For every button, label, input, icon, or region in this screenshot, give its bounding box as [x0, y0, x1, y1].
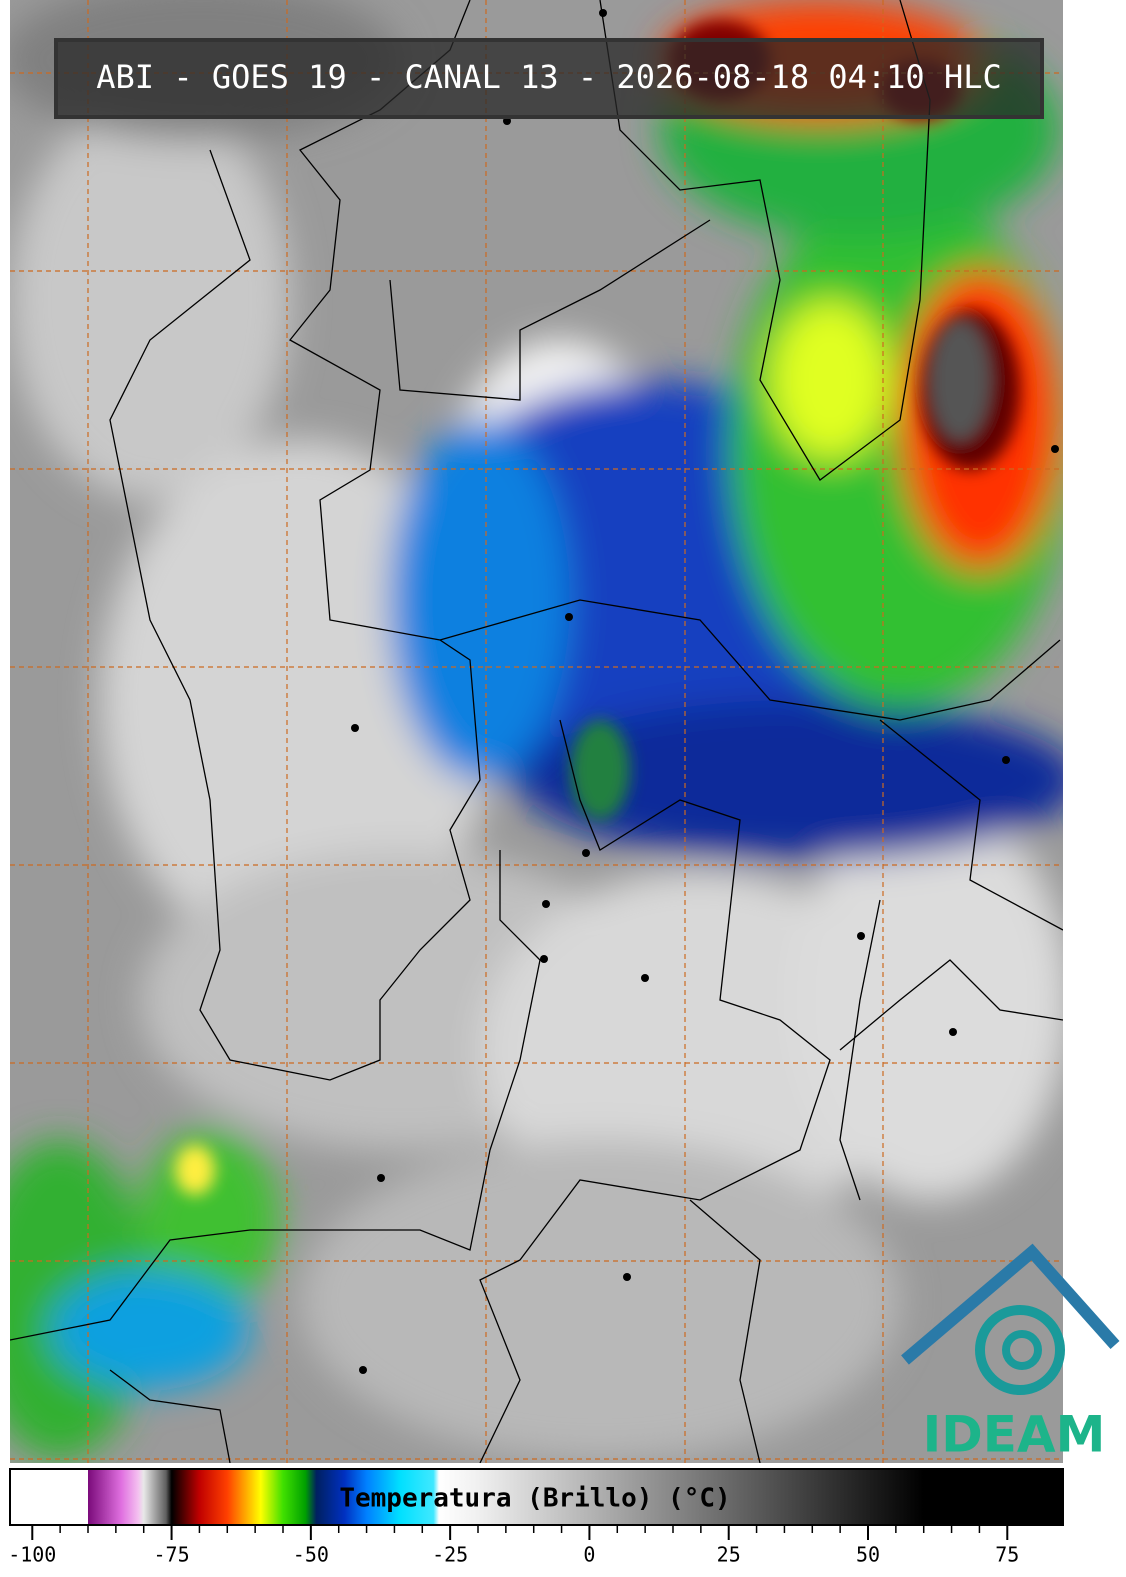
colorbar-tick-label: 25: [717, 1543, 741, 1567]
logo-text: IDEAM: [923, 1406, 1106, 1464]
title: ABI - GOES 19 - CANAL 13 - 2026-08-18 04…: [96, 58, 1001, 96]
colorbar-tick-label: -50: [293, 1543, 329, 1567]
map: [10, 0, 1063, 1463]
colorbar-tick-label: 0: [583, 1543, 595, 1567]
city-markers: [351, 9, 1059, 1374]
colorbar-fill: [9, 1468, 1064, 1526]
colorbar-label: Temperatura (Brillo) (°C): [339, 1484, 730, 1514]
colorbar-tick-label: -25: [432, 1543, 468, 1567]
colorbar-tick-label: 75: [995, 1543, 1019, 1567]
logo-swirl-core: [1002, 1330, 1042, 1370]
title-box: [54, 38, 1044, 119]
logo-swirl: [975, 1305, 1065, 1395]
cloud-field: [10, 0, 1063, 1460]
logo-roof: [901, 1243, 1120, 1365]
colorbar-tick-label: 50: [856, 1543, 880, 1567]
ideam-logo: IDEAM: [901, 1243, 1120, 1464]
colorbar-tick-label: -75: [154, 1543, 190, 1567]
boundaries: [10, 0, 1063, 1463]
colorbar-tick-label: -100: [8, 1543, 56, 1567]
colorbar: Temperatura (Brillo) (°C) -100 -75 -50 -25 0…: [8, 1468, 1064, 1567]
